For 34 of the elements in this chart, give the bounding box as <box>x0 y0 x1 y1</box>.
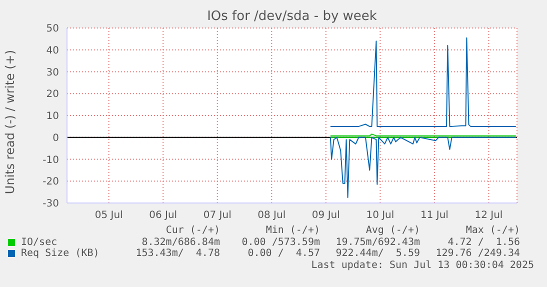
text: 129.76 /249.34 <box>434 248 520 260</box>
text: 0.00 / 4.57 <box>246 248 320 260</box>
text: 4.72 / 1.56 <box>446 236 520 248</box>
x-tick-label: 07 Jul <box>203 210 232 222</box>
text: Avg (-/+) <box>364 225 420 236</box>
x-tick-label: 10 Jul <box>366 210 394 222</box>
text: Min (-/+) <box>264 225 320 236</box>
x-tick-label: 12 Jul <box>474 210 503 222</box>
x-tick-label: 05 Jul <box>94 210 123 222</box>
x-tick-label: 08 Jul <box>258 210 286 222</box>
text: 19.75m/692.43m <box>334 236 420 248</box>
y-tick-label: -10 <box>42 154 59 166</box>
text: 0.00 /573.59m <box>240 236 320 248</box>
y-tick-label: 20 <box>46 89 59 100</box>
text: 153.43m/ 4.78 <box>134 248 220 260</box>
text: 922.44m/ 5.59 <box>334 248 420 260</box>
text: 8.32m/686.84m <box>140 236 220 248</box>
y-tick-label: 10 <box>46 111 59 122</box>
y-tick-label: 40 <box>46 45 59 56</box>
legend-label: Req Size (KB) <box>21 248 100 260</box>
legend-label: IO/sec <box>21 236 58 248</box>
y-tick-label: 0 <box>52 132 59 144</box>
y-tick-label: -20 <box>42 176 59 188</box>
x-tick-label: 11 Jul <box>420 210 448 222</box>
y-tick-label: 50 <box>46 24 59 35</box>
text: Last update: Sun Jul 13 00:30:04 2025 <box>310 260 534 271</box>
y-tick-label: 30 <box>46 67 59 78</box>
x-tick-label: 06 Jul <box>149 210 178 222</box>
text: Cur (-/+) <box>164 225 220 236</box>
chart-title: IOs for /dev/sda - by week <box>206 9 378 24</box>
y-axis-title: Units read (-) / write (+) <box>3 48 17 196</box>
x-tick-label: 09 Jul <box>312 210 340 222</box>
y-tick-label: -30 <box>42 198 59 210</box>
text: Max (-/+) <box>464 225 520 236</box>
